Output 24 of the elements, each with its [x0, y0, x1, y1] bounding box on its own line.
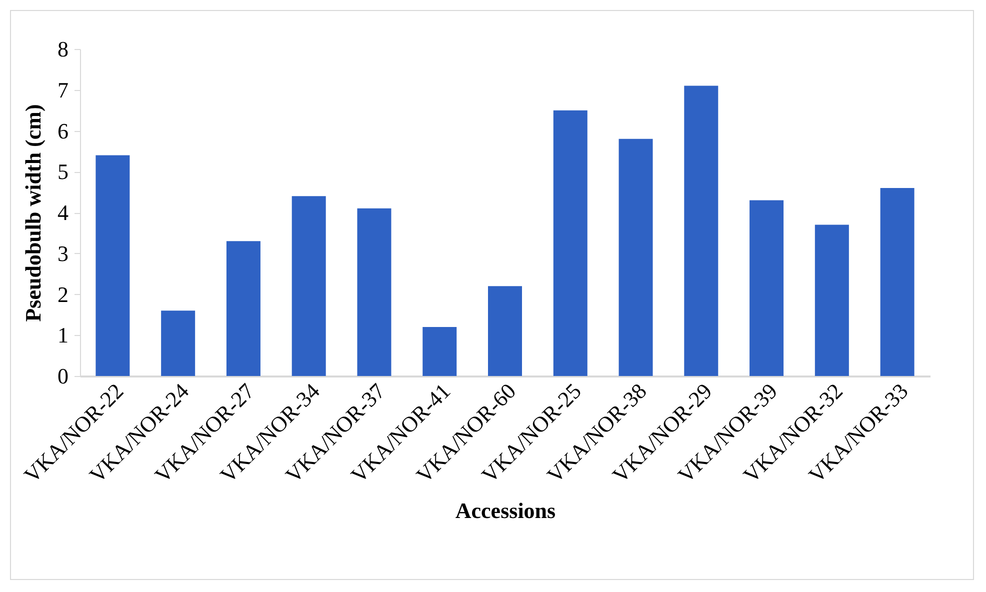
y-tick-label: 0	[58, 364, 68, 388]
bar	[684, 86, 718, 376]
bar	[422, 326, 457, 376]
y-tick-label: 7	[58, 77, 68, 102]
bar	[750, 200, 784, 376]
bar	[96, 155, 130, 376]
y-tick-label: 1	[58, 322, 68, 348]
y-tick-label: 8	[58, 36, 68, 62]
y-tick-label: 2	[58, 282, 68, 307]
y-tick-label: 3	[58, 240, 68, 266]
bar	[226, 241, 260, 376]
bar	[618, 138, 653, 376]
bar	[161, 310, 196, 376]
y-axis-title: Pseudobulb width (cm)	[20, 104, 46, 322]
bar	[880, 188, 914, 376]
bar	[553, 110, 588, 376]
y-tick-label: 5	[58, 159, 68, 184]
x-axis-title: Accessions	[455, 498, 556, 523]
y-tick-label: 4	[58, 200, 68, 225]
bar	[814, 224, 849, 376]
y-tick-label: 6	[58, 118, 68, 144]
bar	[357, 208, 392, 376]
bar	[488, 286, 522, 376]
bar	[292, 196, 326, 376]
